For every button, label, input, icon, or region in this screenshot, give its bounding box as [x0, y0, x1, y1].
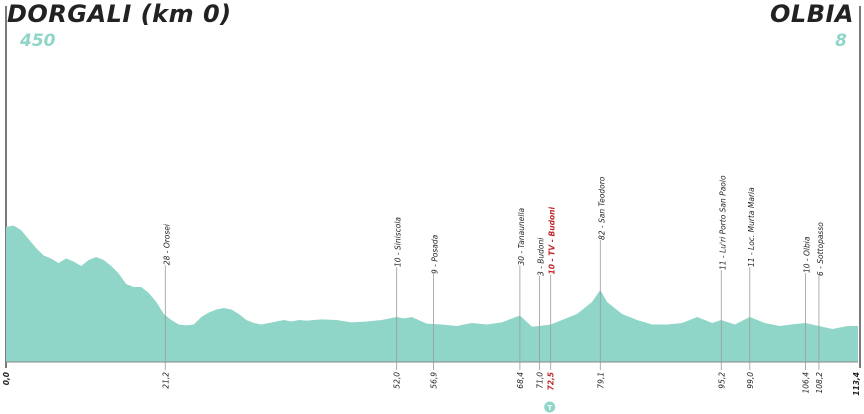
point-label-5: 10 - TV - Budoni [548, 207, 557, 275]
finish-title: OLBIA [770, 0, 854, 28]
finish-elevation: 8 [835, 31, 847, 51]
sprint-marker-icon [544, 401, 556, 413]
axis-start-label: 0,0 [2, 372, 11, 385]
point-label-0: 28 - Orosei [162, 223, 171, 265]
point-km-7: 95,2 [717, 372, 726, 389]
point-label-6: 82 - San Teodoro [597, 176, 606, 240]
point-km-9: 106,4 [801, 372, 810, 394]
start-elevation: 450 [20, 31, 56, 51]
point-label-8: 11 - Loc. Murta Maria [747, 187, 756, 267]
point-km-8: 99,0 [746, 372, 755, 389]
sprint-marker-label: T [547, 404, 552, 412]
point-km-0: 21,2 [161, 372, 170, 389]
point-label-2: 9 - Posada [431, 234, 440, 274]
axis-end-label: 113,4 [852, 372, 861, 396]
point-km-3: 68,4 [516, 372, 525, 389]
point-km-4: 71,0 [535, 372, 544, 389]
point-km-2: 56,9 [430, 372, 439, 389]
point-km-1: 52,0 [393, 372, 402, 389]
point-label-3: 30 - Tanaunella [517, 207, 526, 265]
point-label-7: 11 - Lu'ri Porto San Paolo [718, 175, 727, 270]
point-label-1: 10 - Siniscola [394, 217, 403, 267]
point-label-10: 6 - Sottopasso [816, 222, 825, 276]
point-label-4: 3 - Budoni [536, 237, 545, 276]
elevation-area [6, 225, 858, 362]
start-title: DORGALI (km 0) [7, 0, 232, 28]
point-km-6: 79,1 [596, 372, 605, 389]
point-km-5: 72,5 [547, 372, 556, 391]
point-label-9: 10 - Olbia [802, 236, 811, 273]
point-km-10: 108,2 [815, 372, 824, 394]
